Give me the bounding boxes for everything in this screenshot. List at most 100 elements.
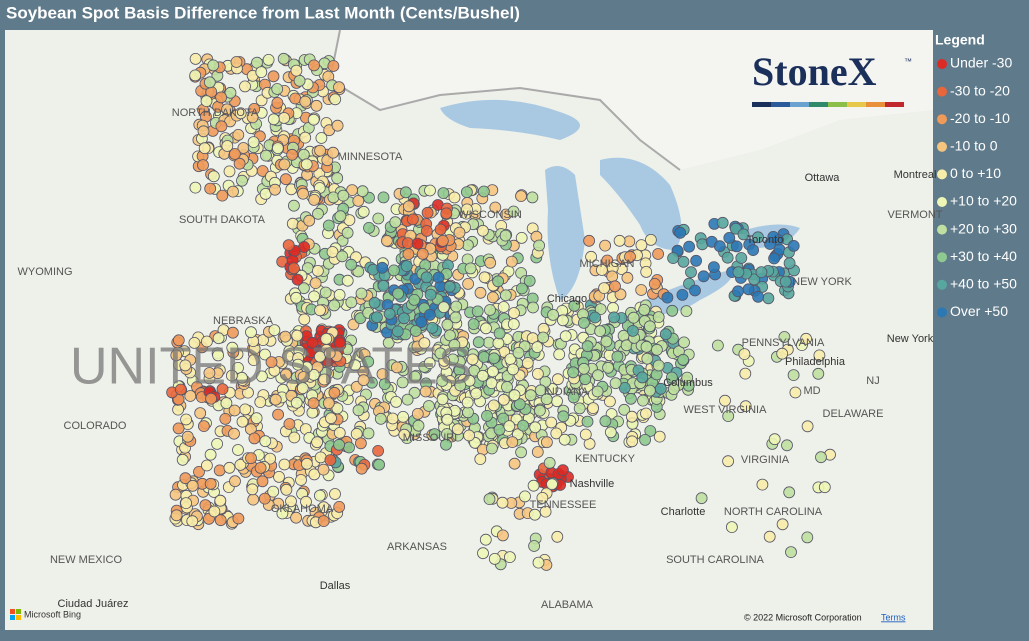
place-label: Chicago: [547, 293, 587, 305]
place-label: ARKANSAS: [387, 541, 447, 553]
location-dot: [645, 233, 657, 246]
place-label: Dallas: [320, 580, 351, 592]
location-dot: [279, 368, 292, 381]
location-dot: [230, 56, 243, 68]
location-dot: [356, 185, 369, 198]
location-dot: [600, 335, 613, 348]
location-dot: [221, 140, 234, 152]
location-dot: [730, 240, 743, 253]
location-dot: [640, 340, 653, 353]
location-dot: [578, 362, 590, 375]
location-dot: [355, 287, 368, 300]
logo-bar-segment: [809, 102, 828, 107]
location-dot: [507, 363, 519, 376]
location-dot: [492, 275, 505, 288]
location-dot: [499, 289, 512, 302]
location-dot: [493, 327, 506, 340]
location-dot: [179, 472, 192, 485]
location-dot: [377, 191, 390, 204]
location-dot: [224, 86, 237, 99]
location-dot: [550, 427, 563, 440]
location-dot: [265, 356, 278, 369]
location-dot: [402, 248, 415, 261]
location-dot: [362, 355, 375, 368]
legend-swatch: [937, 279, 947, 290]
location-dot: [374, 412, 387, 425]
location-dot: [559, 330, 572, 343]
legend-swatch: [937, 141, 947, 152]
lake-superior: [440, 99, 580, 140]
location-dot: [297, 371, 310, 383]
location-dot: [440, 207, 453, 220]
location-dot: [232, 444, 244, 456]
location-dot: [789, 386, 802, 399]
place-label: WYOMING: [18, 266, 73, 278]
location-dot: [308, 59, 320, 72]
place-label: NORTH CAROLINA: [724, 506, 823, 518]
location-dot: [424, 184, 436, 197]
location-dot: [604, 426, 617, 439]
location-dot: [676, 288, 689, 301]
legend-label: -20 to -10: [950, 110, 1010, 126]
location-dot: [300, 495, 312, 508]
location-dot: [534, 384, 547, 397]
location-dot: [290, 511, 303, 524]
location-dot: [756, 478, 769, 491]
location-dot: [434, 347, 447, 360]
location-dot: [309, 277, 322, 290]
location-dot: [461, 396, 474, 409]
legend-swatch: [937, 252, 947, 263]
location-dot: [515, 190, 527, 203]
location-dot: [812, 367, 825, 380]
logo-bar-segment: [790, 102, 809, 107]
location-dot: [423, 308, 436, 321]
location-dot: [377, 279, 390, 292]
location-dot: [448, 338, 461, 351]
place-label: Montreal: [894, 169, 937, 181]
legend-label: +30 to +40: [950, 248, 1017, 264]
location-dot: [387, 264, 400, 277]
location-dot: [776, 518, 789, 531]
terms-link[interactable]: Terms: [881, 612, 906, 622]
location-dot: [589, 311, 601, 324]
location-dot: [426, 321, 439, 334]
place-label: SOUTH DAKOTA: [179, 214, 266, 226]
location-dot: [271, 97, 284, 109]
location-dot: [329, 488, 341, 500]
location-dot: [424, 288, 437, 301]
location-dot: [640, 265, 653, 278]
location-dot: [506, 436, 519, 449]
location-dot: [343, 441, 355, 454]
ms-logo: [10, 609, 15, 614]
place-label: Nashville: [570, 478, 615, 490]
location-dot: [258, 492, 271, 505]
lake-huron: [600, 157, 682, 250]
location-dot: [345, 296, 358, 309]
legend-label: +40 to +50: [950, 276, 1017, 292]
location-dot: [783, 257, 796, 270]
location-dot: [293, 74, 306, 87]
location-dot: [604, 395, 616, 408]
location-dot: [437, 187, 450, 200]
location-dot: [611, 350, 624, 363]
location-dot: [493, 423, 506, 436]
location-dot: [529, 421, 542, 434]
location-dot: [390, 395, 403, 408]
location-dot: [260, 149, 272, 162]
logo-bar: [752, 102, 904, 107]
location-dot: [331, 402, 344, 415]
location-dot: [462, 277, 475, 290]
location-dot: [204, 182, 217, 195]
location-dot: [778, 331, 791, 343]
location-dot: [317, 501, 330, 514]
legend-label: Over +50: [950, 303, 1008, 319]
location-dot: [197, 159, 209, 172]
location-dot: [189, 69, 202, 82]
place-label: MISSOURI: [403, 432, 457, 444]
location-dot: [357, 205, 370, 218]
location-dot: [529, 508, 541, 521]
location-dot: [478, 351, 490, 363]
place-label: PENNSYLVANIA: [742, 337, 825, 349]
place-label: Charlotte: [661, 506, 706, 518]
location-dot: [290, 396, 303, 409]
